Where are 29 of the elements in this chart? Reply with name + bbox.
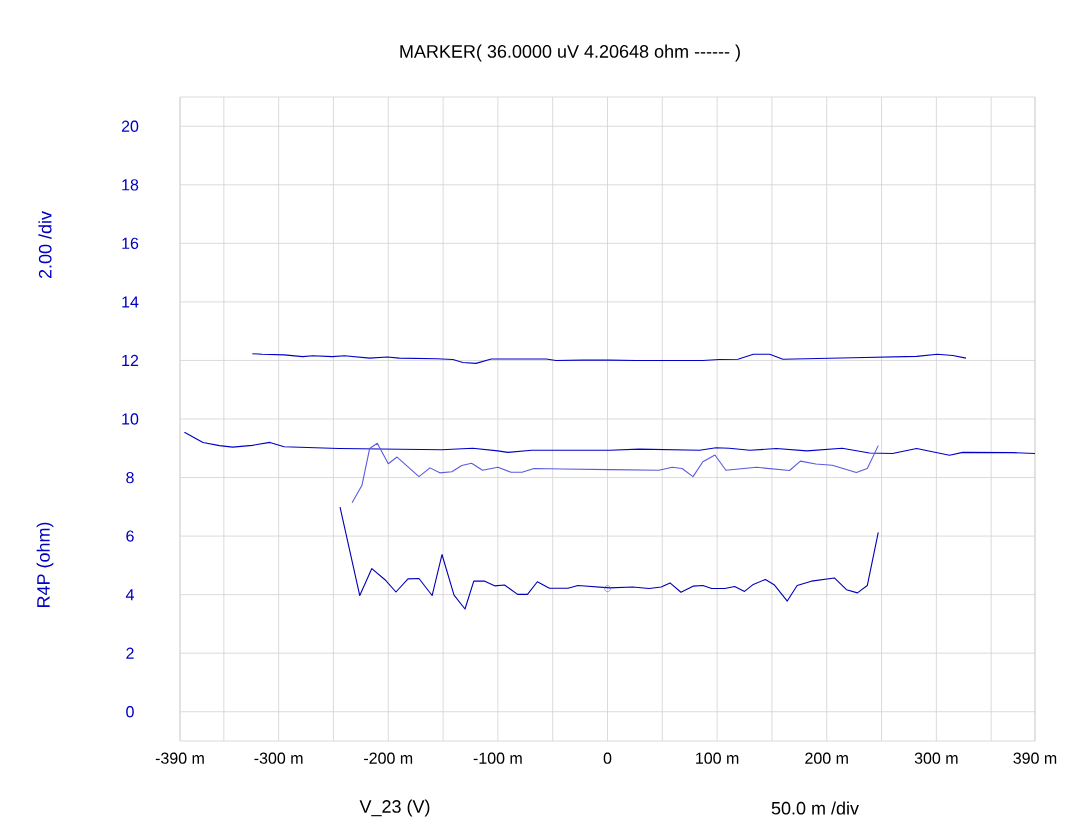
- y-tick-label: 18: [122, 179, 139, 191]
- line-series: [351, 442, 879, 504]
- x-tick-label: -390 m: [155, 752, 204, 764]
- chart-title: MARKER( 36.0000 uV 4.20648 ohm ------ ): [400, 44, 740, 62]
- x-tick-label: -200 m: [364, 752, 413, 764]
- x-tick-label: 200 m: [805, 752, 848, 764]
- line-series: [251, 353, 967, 364]
- x-axis-title: V_23 (V): [359, 799, 430, 817]
- x-tick-label: 300 m: [914, 752, 958, 764]
- y-tick-label: 8: [126, 471, 134, 484]
- x-tick-label: -100 m: [473, 752, 522, 764]
- y-tick-label: 6: [126, 530, 134, 542]
- text: 50.0 m /div: [771, 801, 859, 815]
- y-tick-label: 0: [126, 706, 134, 718]
- y-tick-label: 2: [126, 647, 134, 659]
- y-tick-label: 10: [122, 413, 139, 425]
- y-tick-label: 16: [122, 237, 139, 250]
- y-tick-label: 12: [122, 354, 139, 367]
- y-tick-label: 20: [121, 120, 139, 132]
- x-tick-label: -300 m: [254, 752, 303, 764]
- y-axis-title: R4P (ohm): [36, 522, 54, 608]
- y-tick-label: 4: [125, 589, 134, 601]
- text: 2.00 /div: [38, 211, 52, 279]
- y-tick-label: 14: [122, 296, 139, 308]
- line-series: [183, 431, 1036, 456]
- x-tick-label: 100 m: [696, 752, 739, 764]
- x-tick-label: 0: [603, 752, 612, 764]
- x-tick-label: 390 m: [1013, 752, 1057, 764]
- line-series: [339, 506, 879, 610]
